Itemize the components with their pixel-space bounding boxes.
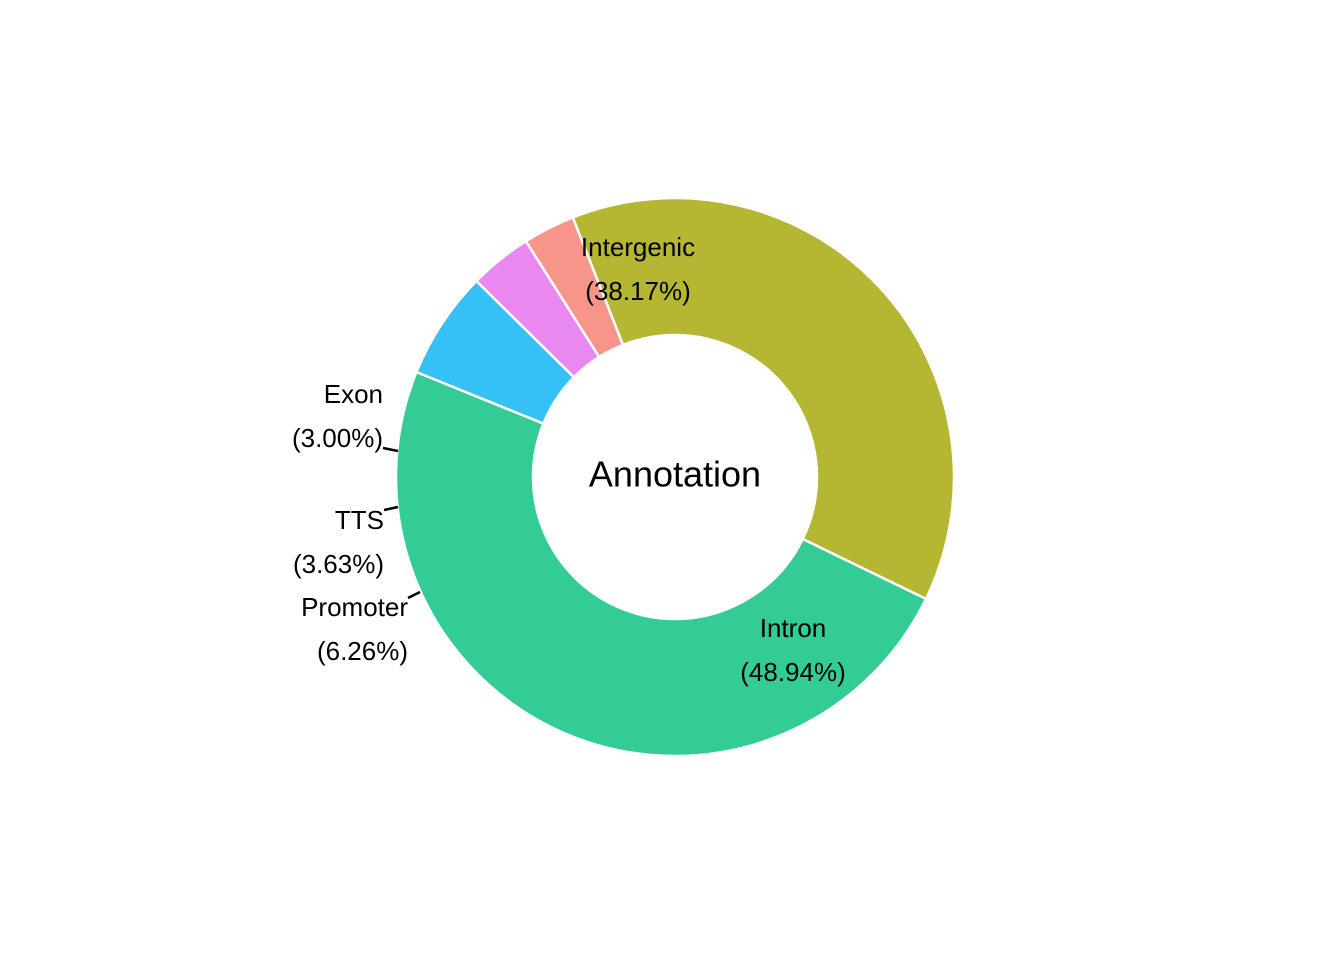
slice-labels-group: Intergenic (38.17%) Intron (48.94%) Promoter…: [292, 232, 846, 687]
slice-label-promoter: Promoter: [301, 592, 408, 622]
leader-lines-group: [382, 446, 421, 600]
leader-line-exon: [382, 446, 399, 453]
center-label: Annotation: [589, 454, 761, 495]
slice-label-intergenic: Intergenic: [581, 232, 695, 262]
slice-intron: [394, 370, 928, 758]
slice-label-intron: Intron: [760, 613, 827, 643]
slice-intergenic: [571, 196, 956, 601]
slice-percent-intron: (48.94%): [740, 657, 846, 687]
slices-group: [394, 196, 956, 758]
slice-percent-intergenic: (38.17%): [585, 276, 691, 306]
leader-line-promoter: [407, 590, 421, 600]
slice-label-tts: TTS: [335, 505, 384, 535]
slice-percent-promoter: (6.26%): [317, 636, 408, 666]
slice-percent-tts: (3.63%): [293, 549, 384, 579]
slice-exon: [524, 215, 625, 359]
slice-percent-exon: (3.00%): [292, 423, 383, 453]
slice-label-exon: Exon: [324, 379, 383, 409]
leader-line-tts: [383, 505, 399, 512]
